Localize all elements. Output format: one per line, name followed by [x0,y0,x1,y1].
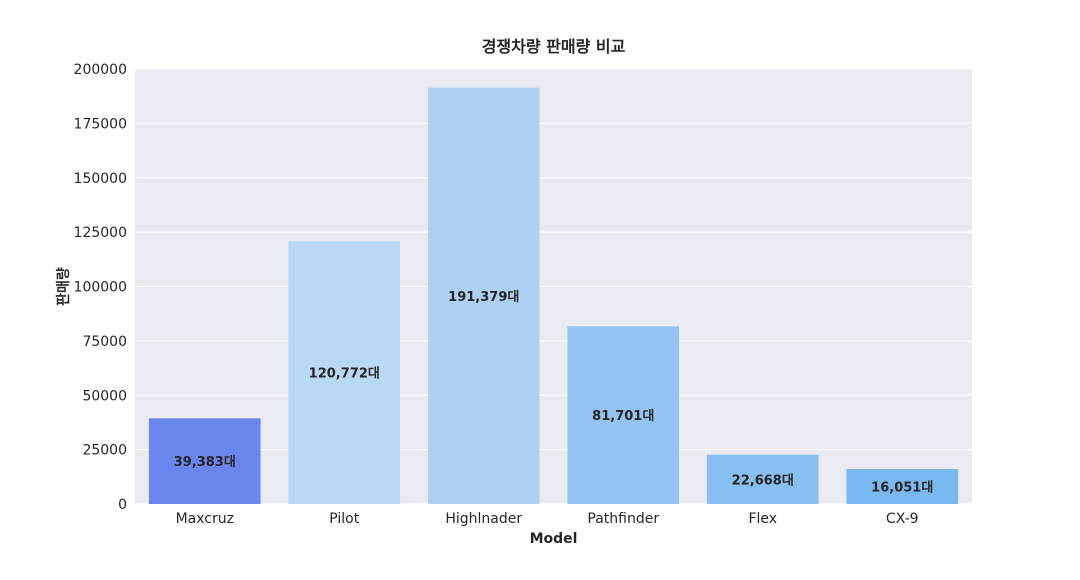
y-tick-label: 125000 [74,225,127,241]
x-tick-label: Highlnader [445,511,522,527]
x-tick-label: Flex [748,511,777,527]
x-axis-ticks: Maxcruz Pilot Highlnader Pathfinder Flex CX-9 [176,511,919,527]
y-tick-label: 200000 [74,62,127,78]
y-tick-label: 175000 [74,116,127,132]
y-tick-label: 100000 [74,280,127,296]
bar-value-label: 16,051대 [871,481,933,496]
bar-value-label: 191,379대 [448,290,519,305]
x-tick-label: CX-9 [886,511,919,527]
chart-title: 경쟁차량 판매량 비교 [482,37,626,56]
bar-value-label: 120,772대 [309,367,380,382]
y-axis-ticks: 0 25000 50000 75000 100000 125000 150000 175000… [74,62,127,513]
x-axis-title: Model [530,531,578,547]
bar-value-label: 39,383대 [174,455,236,470]
y-tick-label: 25000 [82,443,127,459]
y-tick-label: 75000 [82,334,127,350]
y-tick-label: 150000 [74,171,127,187]
y-axis-title: 판매량 [56,267,72,306]
bar-value-label: 22,668대 [732,473,794,488]
y-tick-label: 50000 [82,388,127,404]
x-tick-label: Pilot [329,511,359,527]
y-tick-label: 0 [118,497,127,513]
bar-value-label: 81,701대 [592,409,654,424]
x-tick-label: Pathfinder [587,511,659,527]
x-tick-label: Maxcruz [176,511,234,527]
